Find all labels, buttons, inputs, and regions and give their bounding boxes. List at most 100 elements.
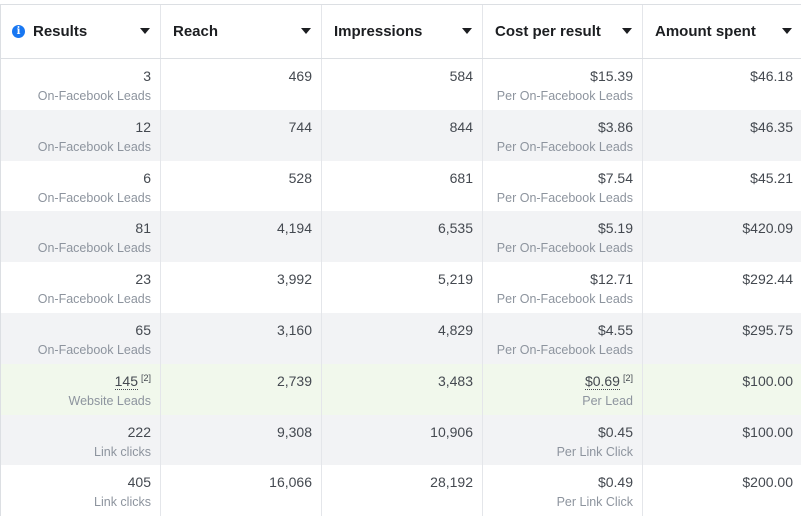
amount-spent-cell: $295.75 <box>643 313 801 364</box>
results-value: 145 [2] <box>114 372 151 390</box>
cost-per-result-value: $5.19 <box>597 220 633 237</box>
impressions-value: 4,829 <box>437 321 473 338</box>
column-header-reach[interactable]: Reach <box>161 5 322 58</box>
cost-per-result-value: $0.45 <box>597 423 633 440</box>
table-row[interactable]: 405 Link clicks 16,066 28,192 $0.49 Per Link … <box>1 465 801 516</box>
table-header-row: i Results Reach Impressions Cost per result A… <box>1 5 801 59</box>
cost-per-result-cell: $4.55 Per On-Facebook Leads <box>483 312 643 364</box>
column-header-cost-per-result[interactable]: Cost per result <box>483 5 643 58</box>
cost-per-result-subtitle: Per Link Click <box>556 495 633 510</box>
results-subtitle: On-Facebook Leads <box>37 190 151 205</box>
cost-per-result-value: $4.55 <box>597 321 633 338</box>
cost-per-result-value: $3.86 <box>597 118 633 135</box>
results-subtitle: On-Facebook Leads <box>37 342 151 357</box>
reach-value: 528 <box>288 169 312 186</box>
reach-cell: 9,308 <box>161 414 322 466</box>
results-subtitle: On-Facebook Leads <box>37 89 151 103</box>
cost-per-result-cell: $12.71 Per On-Facebook Leads <box>483 262 643 313</box>
amount-spent-value: $295.75 <box>742 321 793 338</box>
cost-per-result-cell: $7.54 Per On-Facebook Leads <box>483 160 643 212</box>
results-value: 23 <box>135 271 151 288</box>
results-cell: 65 On-Facebook Leads <box>1 312 161 364</box>
table-row[interactable]: 222 Link clicks 9,308 10,906 $0.45 Per Link C… <box>1 414 801 466</box>
results-cell: 405 Link clicks <box>1 465 161 516</box>
column-header-label: Impressions <box>334 23 423 40</box>
results-value: 12 <box>135 118 151 135</box>
reach-value: 469 <box>288 68 312 84</box>
column-header-label: Cost per result <box>495 23 601 40</box>
results-value: 405 <box>127 474 151 491</box>
impressions-value: 28,192 <box>430 474 473 491</box>
reach-cell: 16,066 <box>161 465 322 516</box>
cost-per-result-value: $0.49 <box>597 474 633 491</box>
amount-spent-value: $420.09 <box>742 220 793 237</box>
amount-spent-cell: $45.21 <box>643 161 801 212</box>
cost-per-result-value: $12.71 <box>590 271 633 288</box>
footnote-marker[interactable]: [2] <box>140 372 151 383</box>
column-header-amount-spent[interactable]: Amount spent <box>643 5 801 58</box>
table-row[interactable]: 6 On-Facebook Leads 528 681 $7.54 Per On-Face… <box>1 160 801 212</box>
table-body: 3 On-Facebook Leads 469 584 $15.39 Per On-Fac… <box>1 59 801 516</box>
reach-cell: 4,194 <box>161 211 322 263</box>
impressions-value: 10,906 <box>430 423 473 440</box>
amount-spent-value: $46.35 <box>750 118 793 135</box>
impressions-cell: 10,906 <box>322 414 483 466</box>
results-value-text[interactable]: 145 <box>114 372 138 390</box>
impressions-value: 6,535 <box>437 220 473 237</box>
impressions-value: 844 <box>449 118 473 135</box>
reach-cell: 3,160 <box>161 312 322 364</box>
results-cell: 81 On-Facebook Leads <box>1 211 161 263</box>
cost-per-result-subtitle: Per On-Facebook Leads <box>496 241 633 256</box>
cost-per-result-value-text[interactable]: $0.69 <box>584 372 620 390</box>
results-value: 81 <box>135 220 151 237</box>
reach-value: 9,308 <box>276 423 312 440</box>
cost-per-result-cell: $0.69 [2] Per Lead <box>483 363 643 415</box>
table-row[interactable]: 23 On-Facebook Leads 3,992 5,219 $12.71 Per O… <box>1 262 801 313</box>
impressions-cell: 6,535 <box>322 211 483 263</box>
results-subtitle: Website Leads <box>68 393 151 408</box>
footnote-marker[interactable]: [2] <box>622 372 633 383</box>
table-row[interactable]: 145 [2] Website Leads 2,739 3,483 $0.69 [2] Per… <box>1 363 801 415</box>
chevron-down-icon[interactable] <box>622 28 632 34</box>
reach-value: 2,739 <box>276 372 312 389</box>
amount-spent-cell: $46.35 <box>643 110 801 161</box>
amount-spent-value: $45.21 <box>750 169 793 186</box>
cost-per-result-cell: $3.86 Per On-Facebook Leads <box>483 109 643 161</box>
results-value: 222 <box>127 423 151 440</box>
chevron-down-icon[interactable] <box>140 28 150 34</box>
reach-cell: 3,992 <box>161 262 322 313</box>
reach-cell: 2,739 <box>161 363 322 415</box>
results-value: 65 <box>135 321 151 338</box>
reach-cell: 744 <box>161 109 322 161</box>
chevron-down-icon[interactable] <box>782 28 792 34</box>
column-header-label: Reach <box>173 23 219 40</box>
impressions-value: 681 <box>449 169 473 186</box>
table-row[interactable]: 65 On-Facebook Leads 3,160 4,829 $4.55 Per On… <box>1 312 801 364</box>
reach-cell: 528 <box>161 160 322 212</box>
chevron-down-icon[interactable] <box>301 28 311 34</box>
impressions-cell: 28,192 <box>322 465 483 516</box>
impressions-value: 3,483 <box>437 372 473 389</box>
table-row[interactable]: 12 On-Facebook Leads 744 844 $3.86 Per On-Fac… <box>1 109 801 161</box>
impressions-cell: 3,483 <box>322 363 483 415</box>
cost-per-result-cell: $0.49 Per Link Click <box>483 465 643 516</box>
impressions-cell: 681 <box>322 160 483 212</box>
table-row[interactable]: 81 On-Facebook Leads 4,194 6,535 $5.19 Per On… <box>1 211 801 263</box>
amount-spent-value: $200.00 <box>742 474 793 491</box>
column-header-impressions[interactable]: Impressions <box>322 5 483 58</box>
impressions-cell: 844 <box>322 109 483 161</box>
results-subtitle: On-Facebook Leads <box>37 139 151 154</box>
amount-spent-value: $292.44 <box>742 271 793 288</box>
column-header-results[interactable]: i Results <box>1 5 161 58</box>
info-icon[interactable]: i <box>12 25 25 38</box>
cost-per-result-subtitle: Per Lead <box>582 393 633 408</box>
results-cell: 6 On-Facebook Leads <box>1 160 161 212</box>
cost-per-result-subtitle: Per On-Facebook Leads <box>496 292 633 307</box>
reach-value: 744 <box>288 118 312 135</box>
chevron-down-icon[interactable] <box>462 28 472 34</box>
column-header-label: Amount spent <box>655 23 756 40</box>
results-cell: 222 Link clicks <box>1 414 161 466</box>
table-row[interactable]: 3 On-Facebook Leads 469 584 $15.39 Per On-Fac… <box>1 59 801 110</box>
impressions-cell: 4,829 <box>322 312 483 364</box>
cost-per-result-value: $0.69 [2] <box>584 372 633 390</box>
